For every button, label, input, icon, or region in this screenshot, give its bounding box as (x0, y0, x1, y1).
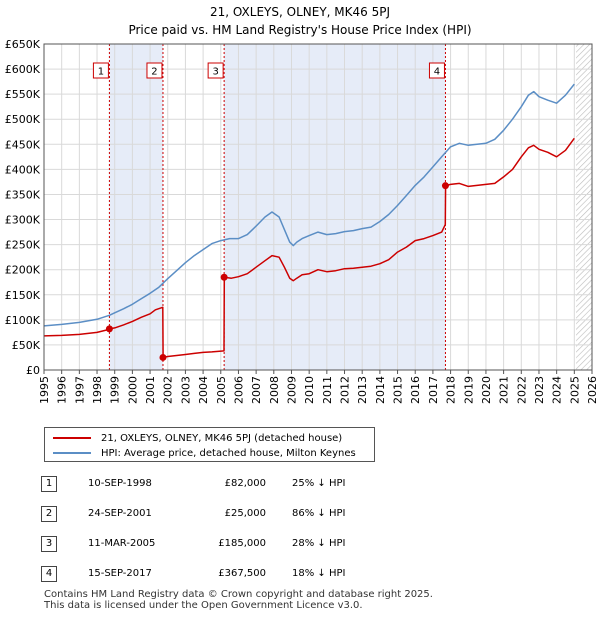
x-tick-label: 2016 (409, 376, 422, 404)
x-tick-label: 2014 (374, 376, 387, 404)
y-tick-label: £500K (5, 113, 41, 126)
y-tick-label: £650K (5, 38, 41, 51)
legend-item-hpi: HPI: Average price, detached house, Milt… (53, 446, 356, 460)
y-tick-label: £350K (5, 188, 41, 201)
y-tick-label: £50K (12, 339, 41, 352)
x-tick-label: 2003 (179, 376, 192, 404)
y-tick-label: £100K (5, 314, 41, 327)
sale-number-badge: 3 (41, 536, 57, 552)
x-tick-label: 2021 (498, 376, 511, 404)
sale-marker-box (428, 62, 445, 79)
y-tick-label: £550K (5, 88, 41, 101)
x-tick-label: 2013 (356, 376, 369, 404)
chart-title: 21, OXLEYS, OLNEY, MK46 5PJ (210, 5, 390, 19)
ownership-shade (109, 44, 163, 370)
plot-frame (43, 43, 593, 371)
sale-date: 15-SEP-2017 (88, 568, 152, 579)
x-tick-label: 2009 (285, 376, 298, 404)
x-tick-label: 1999 (109, 376, 122, 404)
sale-row: 2 24-SEP-2001 £25,000 86% ↓ HPI (40, 506, 560, 524)
legend-swatch-hpi (53, 452, 91, 454)
y-tick-label: £250K (5, 239, 41, 252)
sale-row: 3 11-MAR-2005 £185,000 28% ↓ HPI (40, 536, 560, 554)
x-tick-label: 2010 (303, 376, 316, 404)
sale-marker-label: 1 (98, 67, 104, 78)
chart-subtitle: Price paid vs. HM Land Registry's House … (128, 23, 471, 37)
sale-marker-box (92, 62, 109, 79)
x-tick-label: 2015 (392, 376, 405, 404)
y-tick-label: £0 (26, 364, 40, 377)
sale-date: 10-SEP-1998 (88, 478, 152, 489)
sale-price: £82,000 (224, 478, 266, 489)
x-tick-label: 2012 (339, 376, 352, 404)
sale-hpi-diff: 18% ↓ HPI (292, 568, 346, 579)
ownership-shade (224, 44, 446, 370)
sale-number-badge: 1 (41, 476, 57, 492)
forecast-hatch (576, 44, 592, 370)
footer-attribution: Contains HM Land Registry data © Crown c… (44, 589, 433, 611)
price-chart: 21, OXLEYS, OLNEY, MK46 5PJ Price paid v… (5, 5, 599, 404)
x-tick-label: 2019 (462, 376, 475, 404)
x-tick-label: 1998 (91, 376, 104, 404)
footer-line-copyright: Contains HM Land Registry data © Crown c… (44, 589, 433, 600)
y-tick-label: £450K (5, 138, 41, 151)
x-tick-label: 2006 (232, 376, 245, 404)
x-tick-label: 2000 (126, 376, 139, 404)
legend-label-hpi: HPI: Average price, detached house, Milt… (101, 447, 356, 459)
sale-marker-box (146, 62, 163, 79)
x-tick-label: 2005 (215, 376, 228, 404)
legend: 21, OXLEYS, OLNEY, MK46 5PJ (detached ho… (44, 427, 375, 462)
y-tick-label: £300K (5, 214, 41, 227)
x-tick-label: 2026 (586, 376, 599, 404)
sale-price: £25,000 (224, 508, 266, 519)
x-tick-label: 1995 (38, 376, 51, 404)
x-tick-label: 2022 (515, 376, 528, 404)
x-tick-label: 2017 (427, 376, 440, 404)
sale-hpi-diff: 28% ↓ HPI (292, 538, 346, 549)
x-tick-label: 2002 (162, 376, 175, 404)
sale-row: 4 15-SEP-2017 £367,500 18% ↓ HPI (40, 566, 560, 584)
sale-row: 1 10-SEP-1998 £82,000 25% ↓ HPI (40, 476, 560, 494)
x-tick-label: 2011 (321, 376, 334, 404)
y-tick-label: £400K (5, 163, 41, 176)
y-tick-label: £200K (5, 264, 41, 277)
x-tick-label: 2004 (197, 376, 210, 404)
sale-price: £367,500 (218, 568, 266, 579)
property-price-line (43, 137, 575, 359)
sale-marker-box (207, 62, 224, 79)
sale-point (220, 273, 228, 281)
legend-label-property: 21, OXLEYS, OLNEY, MK46 5PJ (detached ho… (101, 432, 343, 444)
sale-marker-label: 4 (434, 67, 440, 78)
sale-date: 11-MAR-2005 (88, 538, 156, 549)
sale-hpi-diff: 86% ↓ HPI (292, 508, 346, 519)
legend-item-property: 21, OXLEYS, OLNEY, MK46 5PJ (detached ho… (53, 431, 342, 445)
sale-marker-label: 3 (212, 67, 218, 78)
sale-price: £185,000 (218, 538, 266, 549)
sale-date: 24-SEP-2001 (88, 508, 152, 519)
sale-point (441, 182, 449, 190)
x-tick-label: 2024 (551, 376, 564, 404)
x-tick-label: 1997 (73, 376, 86, 404)
y-tick-label: £150K (5, 289, 41, 302)
legend-swatch-property (53, 437, 91, 439)
x-tick-label: 2018 (445, 376, 458, 404)
x-tick-label: 2023 (533, 376, 546, 404)
sale-number-badge: 2 (41, 506, 57, 522)
x-tick-label: 1996 (56, 376, 69, 404)
x-tick-label: 2020 (480, 376, 493, 404)
y-tick-label: £600K (5, 63, 41, 76)
sale-marker-label: 2 (151, 67, 157, 78)
x-tick-label: 2008 (268, 376, 281, 404)
sale-point (159, 353, 167, 361)
x-tick-label: 2001 (144, 376, 157, 404)
sale-hpi-diff: 25% ↓ HPI (292, 478, 346, 489)
hpi-line (43, 83, 575, 327)
sale-number-badge: 4 (41, 566, 57, 582)
x-tick-label: 2007 (250, 376, 263, 404)
sale-point (105, 325, 113, 333)
x-tick-label: 2025 (568, 376, 581, 404)
footer-line-licence: This data is licensed under the Open Gov… (44, 600, 363, 611)
